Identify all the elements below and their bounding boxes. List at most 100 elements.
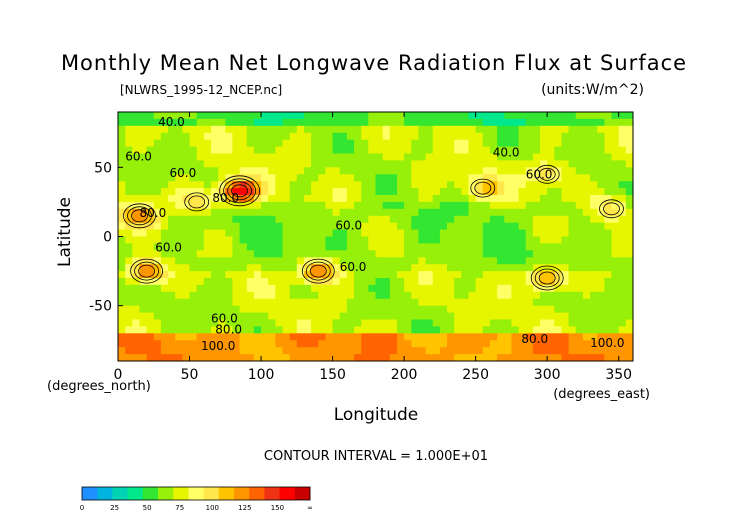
heatmap-cell xyxy=(346,215,355,224)
heatmap-cell xyxy=(168,243,176,251)
heatmap-cell xyxy=(203,167,212,175)
heatmap-cell xyxy=(590,236,598,244)
heatmap-cell xyxy=(253,195,262,203)
heatmap-cell xyxy=(482,195,491,203)
heatmap-cell xyxy=(304,132,312,141)
heatmap-cell xyxy=(132,215,141,224)
heatmap-cell xyxy=(118,257,126,265)
heatmap-cell xyxy=(504,312,513,321)
heatmap-cell xyxy=(132,167,141,175)
heatmap-cell xyxy=(461,181,470,189)
heatmap-cell xyxy=(447,250,455,258)
heatmap-cell xyxy=(432,278,441,286)
heatmap-cell xyxy=(461,278,470,286)
heatmap-cell xyxy=(404,174,412,182)
heatmap-cell xyxy=(404,312,412,321)
heatmap-cell xyxy=(518,271,527,279)
heatmap-cell xyxy=(311,167,319,175)
heatmap-cell xyxy=(432,174,441,182)
heatmap-cell xyxy=(468,264,477,272)
heatmap-cell xyxy=(575,174,584,182)
heatmap-cell xyxy=(296,250,305,258)
heatmap-cell xyxy=(532,354,541,361)
heatmap-cell xyxy=(196,174,205,182)
heatmap-cell xyxy=(118,201,126,210)
heatmap-cell xyxy=(325,347,334,355)
heatmap-cell xyxy=(132,112,141,120)
heatmap-cell xyxy=(525,112,534,120)
heatmap-cell xyxy=(582,278,591,286)
heatmap-cell xyxy=(339,278,348,286)
heatmap-cell xyxy=(611,174,620,182)
heatmap-cell xyxy=(532,326,541,334)
heatmap-cell xyxy=(447,271,455,279)
heatmap-cell xyxy=(432,167,441,175)
heatmap-cell xyxy=(132,298,141,307)
heatmap-cell xyxy=(618,195,627,203)
heatmap-cell xyxy=(582,291,591,300)
heatmap-cell xyxy=(225,139,234,148)
heatmap-cell xyxy=(382,264,391,272)
heatmap-cell xyxy=(175,319,183,327)
heatmap-cell xyxy=(175,222,183,231)
heatmap-cell xyxy=(375,174,384,182)
heatmap-cell xyxy=(489,250,498,258)
heatmap-cell xyxy=(418,139,427,148)
heatmap-cell xyxy=(404,181,412,189)
heatmap-cell xyxy=(625,132,633,141)
heatmap-cell xyxy=(282,264,291,272)
heatmap-cell xyxy=(189,257,198,265)
heatmap-cell xyxy=(153,347,162,355)
heatmap-cell xyxy=(468,243,477,251)
heatmap-cell xyxy=(203,125,212,134)
heatmap-cell xyxy=(239,271,248,279)
heatmap-cell xyxy=(425,188,434,196)
heatmap-cell xyxy=(275,139,284,148)
heatmap-cell xyxy=(432,125,441,134)
heatmap-cell xyxy=(582,188,591,196)
heatmap-cell xyxy=(525,340,534,348)
heatmap-cell xyxy=(211,250,219,258)
heatmap-cell xyxy=(118,181,126,189)
heatmap-cell xyxy=(511,195,520,203)
heatmap-cell xyxy=(339,319,348,327)
heatmap-cell xyxy=(296,181,305,189)
heatmap-cell xyxy=(475,229,484,238)
heatmap-cell xyxy=(411,201,420,210)
heatmap-cell xyxy=(225,229,234,238)
heatmap-cell xyxy=(225,284,234,293)
heatmap-cell xyxy=(261,278,269,286)
heatmap-cell xyxy=(497,326,505,334)
heatmap-cell xyxy=(554,264,563,272)
colorbar-tick-label: 25 xyxy=(110,504,119,512)
heatmap-cell xyxy=(611,333,620,341)
heatmap-cell xyxy=(246,250,255,258)
heatmap-cell xyxy=(268,160,276,168)
heatmap-cell xyxy=(511,319,520,327)
heatmap-cell xyxy=(146,236,155,244)
heatmap-cell xyxy=(325,319,334,327)
heatmap-cell xyxy=(182,340,191,348)
heatmap-cell xyxy=(118,174,126,182)
contour-label: 80.0 xyxy=(521,332,548,346)
heatmap-cell xyxy=(246,229,255,238)
heatmap-cell xyxy=(218,167,226,175)
heatmap-cell xyxy=(540,264,548,272)
heatmap-cell xyxy=(489,236,498,244)
heatmap-cell xyxy=(239,257,248,265)
heatmap-cell xyxy=(547,250,555,258)
heatmap-cell xyxy=(346,291,355,300)
heatmap-cell xyxy=(125,257,133,265)
heatmap-cell xyxy=(568,229,577,238)
heatmap-cell xyxy=(532,160,541,168)
heatmap-cell xyxy=(332,153,341,161)
heatmap-cell xyxy=(346,222,355,231)
heatmap-cell xyxy=(604,354,613,361)
heatmap-cell xyxy=(168,326,176,334)
heatmap-cell xyxy=(611,257,620,265)
heatmap-cell xyxy=(368,236,377,244)
heatmap-cell xyxy=(175,284,183,293)
heatmap-cell xyxy=(332,167,341,175)
heatmap-cell xyxy=(239,222,248,231)
heatmap-cell xyxy=(153,112,162,120)
